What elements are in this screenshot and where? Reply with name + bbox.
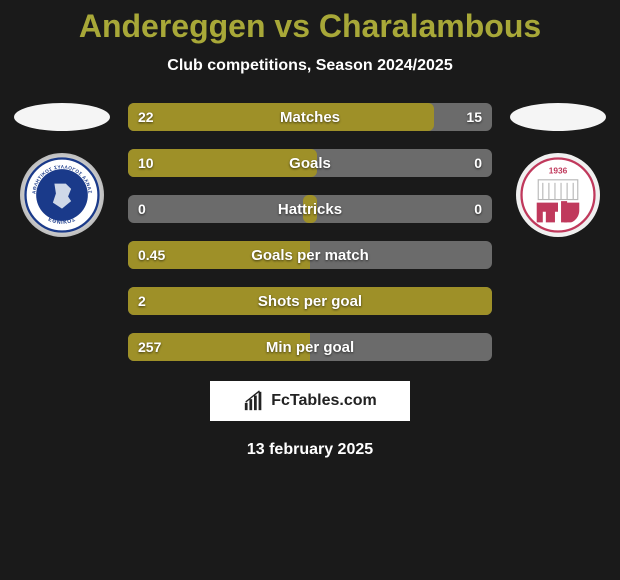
right-player-photo (510, 103, 606, 131)
stat-row: 22 15Matches (128, 103, 492, 131)
stat-label: Hattricks (128, 201, 492, 218)
stat-label: Goals per match (128, 247, 492, 264)
page-title: Andereggen vs Charalambous (79, 8, 541, 45)
stat-value-right: 15 (466, 109, 482, 125)
stat-label: Goals (128, 155, 492, 172)
left-player-photo (14, 103, 110, 131)
stat-row: 0.45Goals per match (128, 241, 492, 269)
right-club-badge-svg: 1936 (520, 157, 596, 233)
stat-value-left: 2 (138, 293, 146, 309)
chart-icon (243, 390, 265, 412)
stat-row: 10 0Goals (128, 149, 492, 177)
left-player-column: ΑΘΛΗΤΙΚΟΣ ΣΥΛΛΟΓΟΣ ΑΧΝΑΣ ΕΘΝΙΚΟΣ (8, 103, 116, 237)
right-player-column: 1936 (504, 103, 612, 237)
left-club-badge: ΑΘΛΗΤΙΚΟΣ ΣΥΛΛΟΓΟΣ ΑΧΝΑΣ ΕΘΝΙΚΟΣ (20, 153, 104, 237)
stat-label: Matches (128, 109, 492, 126)
stat-row: 0 0Hattricks (128, 195, 492, 223)
stat-value-left: 10 (138, 155, 154, 171)
date-text: 13 february 2025 (247, 441, 373, 459)
stat-label: Shots per goal (128, 293, 492, 310)
stats-column: 2215Matches100Goals00Hattricks0.45Goals … (116, 103, 504, 361)
comparison-card: Andereggen vs Charalambous Club competit… (0, 0, 620, 580)
right-club-year: 1936 (549, 166, 568, 176)
stat-value-left: 0 (138, 201, 146, 217)
stat-row: 2Shots per goal (128, 287, 492, 315)
left-club-badge-svg: ΑΘΛΗΤΙΚΟΣ ΣΥΛΛΟΓΟΣ ΑΧΝΑΣ ΕΘΝΙΚΟΣ (24, 157, 100, 233)
stat-row: 257Min per goal (128, 333, 492, 361)
main-row: ΑΘΛΗΤΙΚΟΣ ΣΥΛΛΟΓΟΣ ΑΧΝΑΣ ΕΘΝΙΚΟΣ 22 15Mat… (0, 103, 620, 361)
right-club-badge: 1936 (516, 153, 600, 237)
stat-value-left: 0.45 (138, 247, 165, 263)
stat-value-right: 0 (474, 201, 482, 217)
stat-value-right: 0 (474, 155, 482, 171)
stat-value-left: 22 (138, 109, 154, 125)
branding-text: FcTables.com (271, 392, 377, 410)
stat-label: Min per goal (128, 339, 492, 356)
page-subtitle: Club competitions, Season 2024/2025 (167, 57, 452, 75)
branding-badge: FcTables.com (210, 381, 410, 421)
stat-value-left: 257 (138, 339, 161, 355)
